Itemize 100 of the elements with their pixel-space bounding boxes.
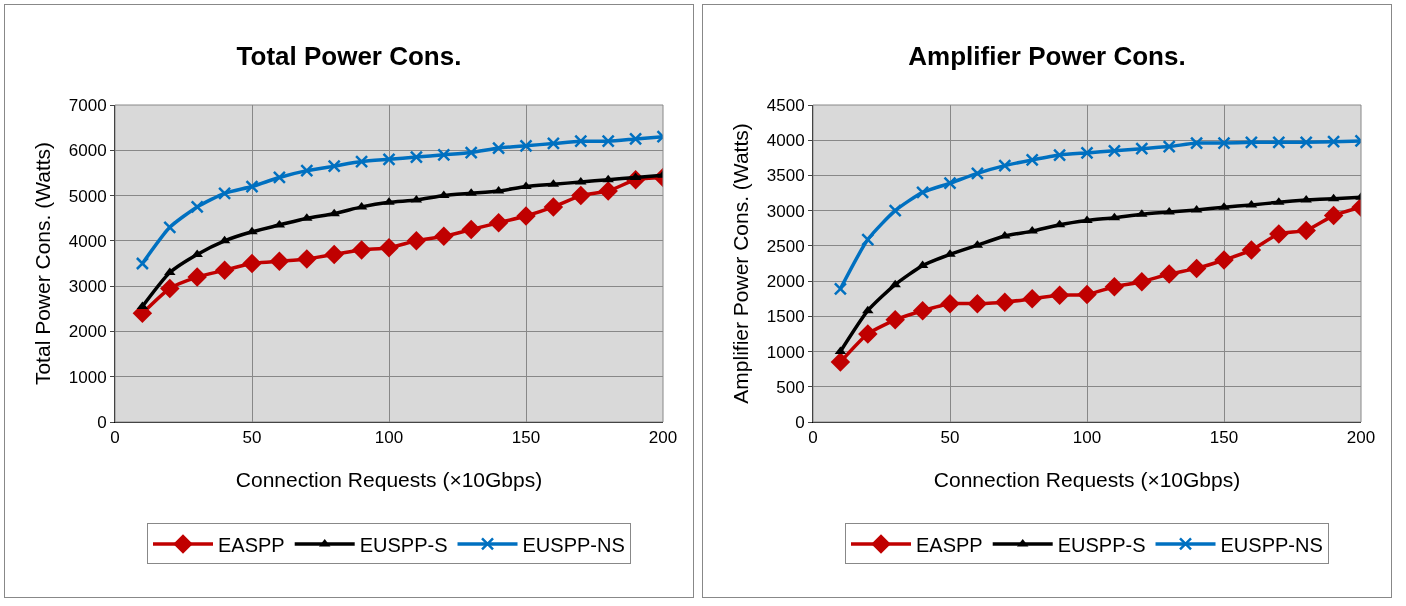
point	[1052, 148, 1067, 162]
point	[328, 208, 340, 217]
point	[858, 324, 878, 344]
point	[406, 231, 427, 251]
point	[1049, 285, 1070, 305]
point	[354, 154, 369, 169]
y-tick-label: 3000	[766, 201, 805, 221]
chart-title: Amplifier Power Cons.	[908, 40, 1186, 71]
point	[543, 197, 564, 217]
y-tick-label: 3000	[68, 277, 107, 297]
point	[464, 145, 478, 160]
point	[437, 148, 451, 162]
point	[995, 292, 1015, 312]
point	[970, 166, 985, 181]
point	[1244, 135, 1259, 150]
point	[1025, 153, 1039, 167]
point	[1080, 146, 1094, 160]
point	[1217, 136, 1231, 150]
y-tick-label: 500	[776, 377, 805, 397]
point	[1186, 258, 1207, 279]
y-tick-label: 2500	[766, 236, 805, 256]
x-tick-label: 200	[1346, 428, 1376, 448]
point	[217, 186, 232, 201]
y-tick-label: 5000	[68, 186, 107, 206]
point	[574, 134, 588, 148]
point	[438, 190, 450, 199]
point	[245, 179, 259, 194]
point	[1326, 134, 1341, 149]
legend-label: EASPP	[218, 533, 285, 556]
point	[943, 176, 957, 190]
point	[351, 240, 372, 260]
point	[862, 305, 874, 314]
x-tick-label: 0	[110, 428, 120, 448]
point	[1214, 250, 1234, 270]
point	[187, 267, 207, 287]
point	[461, 219, 481, 240]
point	[1269, 224, 1289, 244]
y-tick-label: 1000	[766, 342, 805, 362]
x-tick-label: 200	[648, 428, 678, 448]
y-axis-title: Amplifier Power Cons. (Watts)	[728, 123, 752, 404]
point	[242, 253, 262, 274]
point	[516, 206, 536, 226]
point	[888, 203, 902, 218]
x-tick-label: 50	[242, 428, 262, 448]
x-axis-title: Connection Requests (×10Gbps)	[933, 467, 1241, 491]
y-tick-label: 1000	[68, 367, 107, 387]
y-tick-label: 4000	[766, 131, 805, 151]
point	[1159, 264, 1179, 284]
point	[940, 293, 960, 314]
point	[861, 232, 875, 247]
point	[1323, 205, 1344, 226]
y-tick-label: 6000	[68, 141, 107, 161]
point	[1272, 135, 1286, 150]
point	[1132, 272, 1152, 292]
point	[912, 300, 933, 321]
point	[998, 158, 1012, 173]
x-tick-label: 0	[808, 428, 818, 448]
y-tick-label: 2000	[68, 322, 107, 342]
y-tick-label: 0	[97, 412, 107, 432]
point	[830, 352, 851, 372]
point	[434, 226, 454, 247]
point	[409, 150, 424, 164]
point	[889, 279, 901, 288]
legend-label: EUSPP-NS	[522, 533, 625, 556]
legend-label: EASPP	[916, 533, 983, 556]
point	[135, 256, 150, 271]
point	[1077, 284, 1097, 305]
point	[885, 310, 905, 330]
point	[1104, 277, 1125, 297]
point	[214, 260, 235, 281]
y-axis-title: Total Power Cons. (Watts)	[30, 141, 54, 386]
point	[1135, 141, 1149, 156]
point	[164, 267, 176, 276]
point	[300, 163, 314, 178]
y-tick-label: 4000	[68, 231, 107, 251]
point	[601, 134, 615, 148]
point	[269, 251, 290, 271]
point	[190, 200, 204, 214]
point	[327, 159, 341, 173]
point	[163, 220, 177, 235]
legend-label: EUSPP-S	[1057, 533, 1146, 556]
y-tick-label: 2000	[766, 272, 805, 292]
y-tick-label: 3500	[766, 166, 805, 186]
y-tick-label: 4500	[766, 95, 805, 115]
point	[571, 185, 591, 206]
x-tick-label: 50	[940, 428, 960, 448]
x-tick-label: 150	[1209, 428, 1239, 448]
point	[915, 185, 930, 200]
point	[546, 136, 561, 151]
point	[379, 237, 399, 258]
y-tick-label: 7000	[68, 95, 107, 115]
y-tick-label: 1500	[766, 307, 805, 327]
x-tick-label: 150	[511, 428, 541, 448]
legend-label: EUSPP-NS	[1220, 533, 1323, 556]
point	[1107, 144, 1122, 158]
point	[1162, 139, 1176, 154]
point	[1299, 135, 1313, 150]
point	[491, 141, 506, 155]
point	[160, 278, 180, 299]
point	[1296, 220, 1316, 241]
